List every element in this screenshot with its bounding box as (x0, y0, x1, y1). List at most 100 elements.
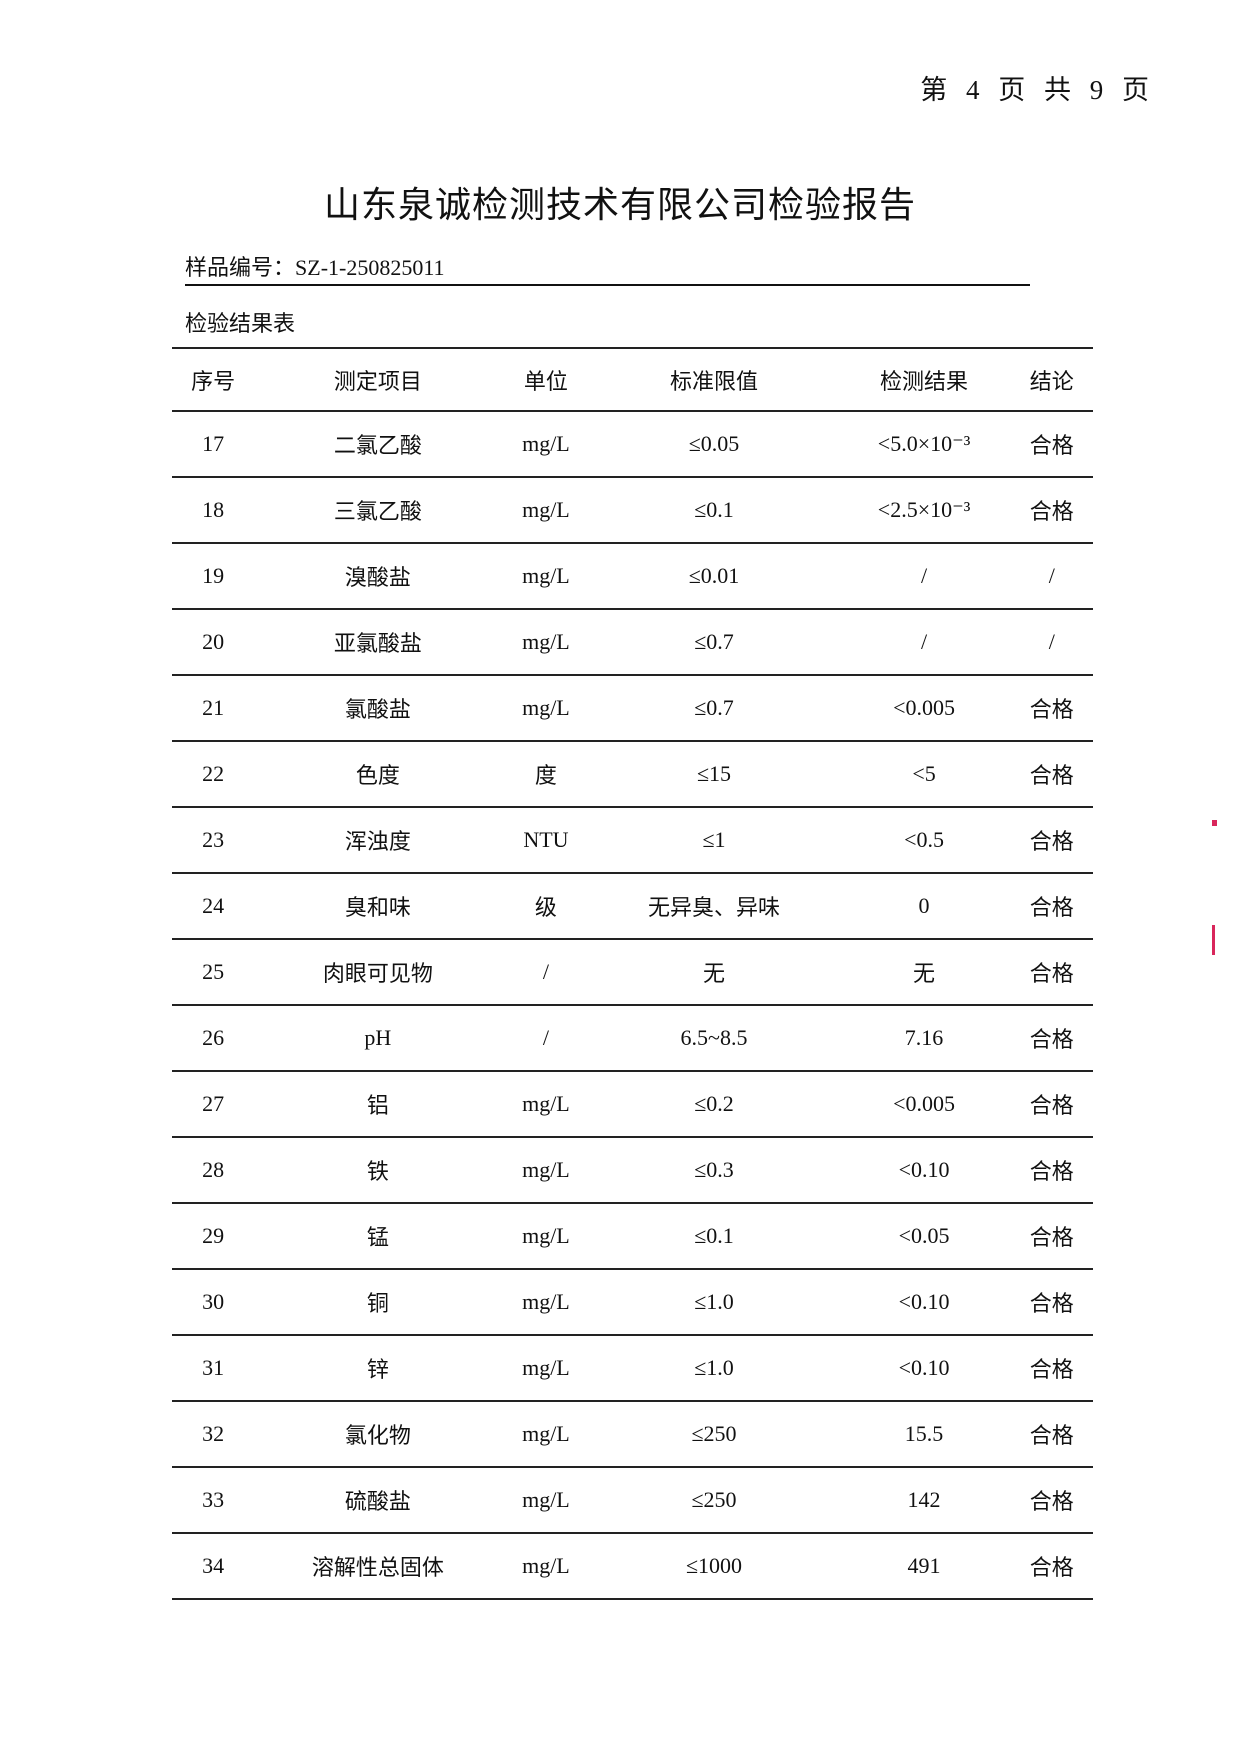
test-item: 氯化物 (254, 1400, 502, 1467)
row-number: 31 (172, 1334, 255, 1401)
row-number: 21 (172, 674, 255, 741)
sample-number: 样品编号：SZ-1-250825011 (185, 250, 1030, 286)
standard-limit: ≤0.1 (590, 476, 838, 543)
conclusion: 合格 (1010, 410, 1093, 477)
table-title: 检验结果表 (185, 311, 296, 336)
row-number: 27 (172, 1070, 255, 1137)
conclusion: 合格 (1010, 872, 1093, 939)
unit: mg/L (501, 608, 591, 675)
test-item: 铁 (254, 1136, 502, 1203)
test-result: / (837, 542, 1011, 609)
conclusion: 合格 (1010, 1070, 1093, 1137)
table-row: 33 硫酸盐 mg/L ≤250 142 合格 (172, 1466, 1093, 1533)
test-result: <0.005 (837, 1070, 1011, 1137)
unit: mg/L (501, 1268, 591, 1335)
row-number: 34 (172, 1532, 255, 1600)
test-result: 15.5 (837, 1400, 1011, 1467)
table-row: 26 pH/6.5~8.5 7.16 合格 (172, 1004, 1093, 1071)
table-row: 25 肉眼可见物 / 无无合格 (172, 938, 1093, 1005)
table-row: 27 铝 mg/L ≤0.2 <0.005 合格 (172, 1070, 1093, 1137)
unit: mg/L (501, 1466, 591, 1533)
test-result: <0.005 (837, 674, 1011, 741)
unit: / (501, 1004, 591, 1071)
unit: mg/L (501, 1400, 591, 1467)
conclusion: / (1010, 608, 1093, 675)
test-item: 锌 (254, 1334, 502, 1401)
standard-limit: ≤1000 (590, 1532, 838, 1600)
unit: mg/L (501, 1136, 591, 1203)
row-number: 29 (172, 1202, 255, 1269)
conclusion: 合格 (1010, 1004, 1093, 1071)
conclusion: 合格 (1010, 938, 1093, 1005)
test-result: <0.10 (837, 1136, 1011, 1203)
conclusion: 合格 (1010, 806, 1093, 873)
test-result: / (837, 608, 1011, 675)
test-result: <0.10 (837, 1268, 1011, 1335)
table-row: 29 锰 mg/L ≤0.1 <0.05 合格 (172, 1202, 1093, 1269)
report-title: 山东泉诚检测技术有限公司检验报告 (323, 185, 916, 225)
conclusion: / (1010, 542, 1093, 609)
conclusion: 合格 (1010, 1136, 1093, 1203)
conclusion: 合格 (1010, 1268, 1093, 1335)
table-row: 34 溶解性总固体 mg/L ≤1000 491 合格 (172, 1532, 1093, 1600)
test-item: 肉眼可见物 (254, 938, 502, 1005)
sample-value: SZ-1-250825011 (295, 255, 445, 280)
unit: mg/L (501, 1334, 591, 1401)
unit: NTU (501, 806, 591, 873)
standard-limit: ≤15 (590, 740, 838, 807)
standard-limit: ≤1.0 (590, 1334, 838, 1401)
conclusion: 合格 (1010, 1532, 1093, 1600)
test-result: <0.05 (837, 1202, 1011, 1269)
test-item: 铜 (254, 1268, 502, 1335)
standard-limit: ≤0.05 (590, 410, 838, 477)
row-number: 17 (172, 410, 255, 477)
standard-limit: ≤0.01 (590, 542, 838, 609)
standard-limit: ≤250 (590, 1400, 838, 1467)
table-row: 17 二氯乙酸 mg/L ≤0.05 <5.0×10⁻³ 合格 (172, 410, 1093, 477)
column-header: 标准限值 (590, 347, 838, 411)
test-result: <0.5 (837, 806, 1011, 873)
conclusion: 合格 (1010, 1202, 1093, 1269)
test-result: <2.5×10⁻³ (837, 476, 1011, 543)
unit: / (501, 938, 591, 1005)
column-header: 结论 (1010, 347, 1093, 411)
unit: mg/L (501, 542, 591, 609)
unit: mg/L (501, 410, 591, 477)
test-item: 溴酸盐 (254, 542, 502, 609)
standard-limit: ≤0.7 (590, 674, 838, 741)
column-header: 单位 (501, 347, 591, 411)
table-row: 19 溴酸盐 mg/L ≤0.01// (172, 542, 1093, 609)
table-row: 18 三氯乙酸 mg/L ≤0.1 <2.5×10⁻³ 合格 (172, 476, 1093, 543)
unit: mg/L (501, 1532, 591, 1600)
table-row: 23 浑浊度 NTU ≤1 <0.5 合格 (172, 806, 1093, 873)
unit: mg/L (501, 1070, 591, 1137)
row-number: 23 (172, 806, 255, 873)
table-row: 31 锌 mg/L ≤1.0 <0.10 合格 (172, 1334, 1093, 1401)
row-number: 33 (172, 1466, 255, 1533)
standard-limit: 6.5~8.5 (590, 1004, 838, 1071)
table-row: 21 氯酸盐 mg/L ≤0.7 <0.005 合格 (172, 674, 1093, 741)
standard-limit: ≤0.7 (590, 608, 838, 675)
column-header: 序号 (172, 347, 255, 411)
test-result: 7.16 (837, 1004, 1011, 1071)
test-item: pH (254, 1004, 502, 1071)
test-item: 浑浊度 (254, 806, 502, 873)
test-result: <0.10 (837, 1334, 1011, 1401)
sample-label: 样品编号： (185, 255, 296, 280)
standard-limit: ≤1 (590, 806, 838, 873)
conclusion: 合格 (1010, 674, 1093, 741)
row-number: 18 (172, 476, 255, 543)
row-number: 24 (172, 872, 255, 939)
test-result: 491 (837, 1532, 1011, 1600)
test-item: 铝 (254, 1070, 502, 1137)
test-item: 臭和味 (254, 872, 502, 939)
column-header: 测定项目 (254, 347, 502, 411)
table-row: 22 色度度 ≤15 <5 合格 (172, 740, 1093, 807)
test-item: 三氯乙酸 (254, 476, 502, 543)
test-item: 二氯乙酸 (254, 410, 502, 477)
conclusion: 合格 (1010, 476, 1093, 543)
standard-limit: ≤0.1 (590, 1202, 838, 1269)
test-item: 亚氯酸盐 (254, 608, 502, 675)
test-result: 无 (837, 938, 1011, 1005)
row-number: 30 (172, 1268, 255, 1335)
